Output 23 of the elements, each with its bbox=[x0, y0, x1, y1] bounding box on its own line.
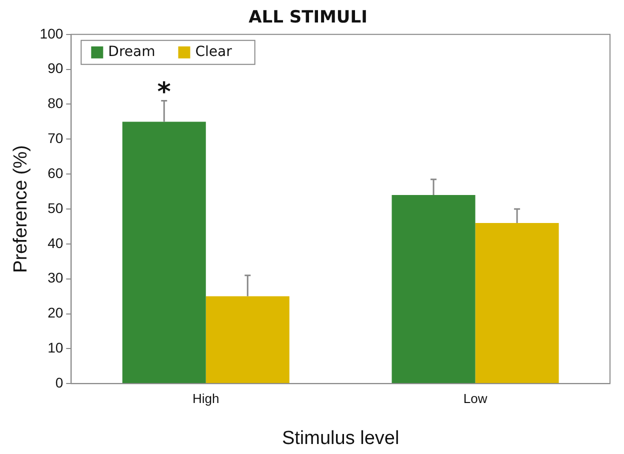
bar bbox=[392, 195, 476, 384]
y-tick-label: 90 bbox=[48, 60, 64, 76]
y-tick-label: 10 bbox=[48, 340, 64, 356]
y-tick-label: 60 bbox=[48, 164, 64, 181]
legend-label: Dream bbox=[108, 44, 156, 60]
x-tick-label: Low bbox=[463, 390, 488, 406]
bar bbox=[475, 222, 559, 384]
y-tick-label: 0 bbox=[55, 374, 64, 390]
y-axis-title: Preference (%) bbox=[10, 145, 32, 273]
y-tick-label: 70 bbox=[48, 130, 64, 146]
x-tick-label: High bbox=[192, 390, 220, 406]
x-axis-title: Stimulus level bbox=[282, 428, 400, 449]
bar bbox=[122, 122, 206, 384]
y-tick-label: 20 bbox=[48, 304, 64, 321]
y-tick-label: 100 bbox=[40, 25, 64, 42]
y-tick-label: 30 bbox=[48, 270, 64, 286]
bar bbox=[206, 296, 290, 384]
chart-title: ALL STIMULI bbox=[248, 8, 368, 28]
legend-label: Clear bbox=[195, 44, 232, 60]
annotation: * bbox=[157, 78, 172, 108]
y-tick-label: 50 bbox=[48, 200, 64, 216]
y-tick-label: 40 bbox=[48, 234, 64, 251]
y-tick-label: 80 bbox=[48, 95, 64, 112]
